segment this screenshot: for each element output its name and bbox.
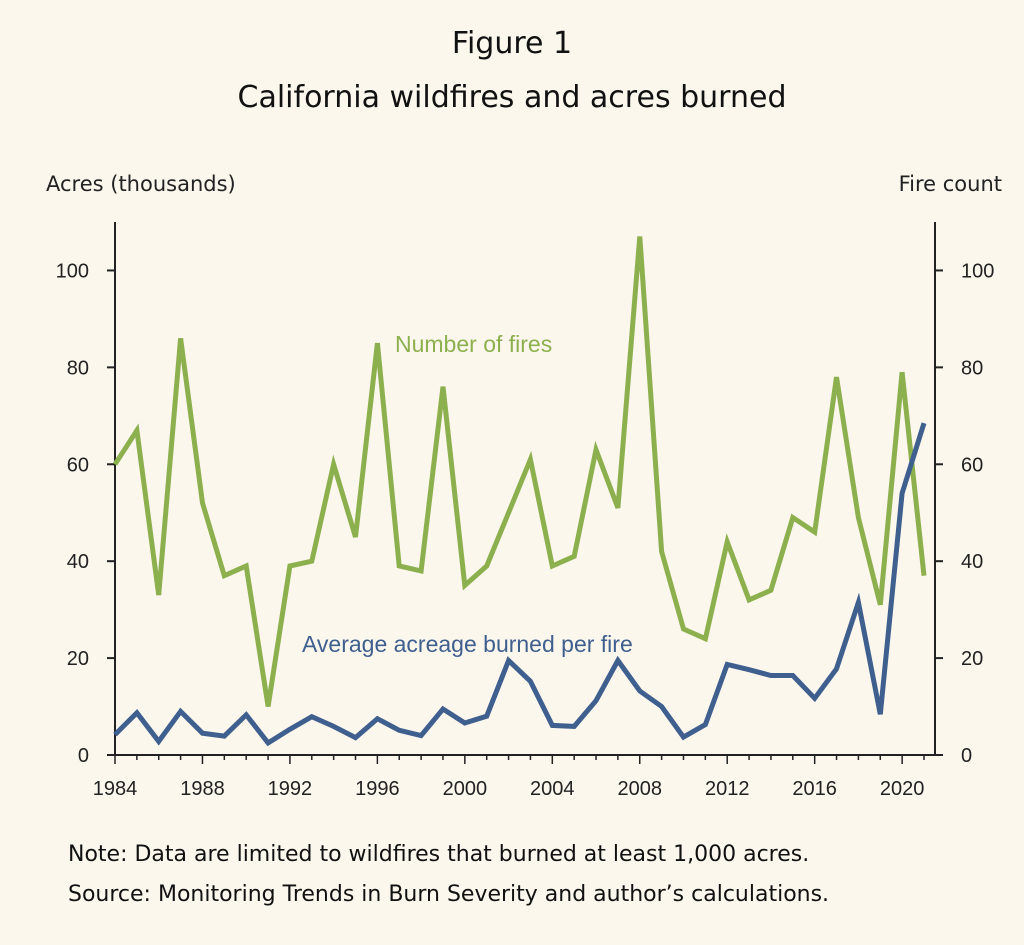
y-tick-label-right: 0: [961, 745, 972, 767]
y-tick-label-right: 20: [961, 648, 983, 670]
source-text: Source: Monitoring Trends in Burn Severi…: [68, 882, 830, 907]
fires-series-label: Number of fires: [395, 331, 552, 357]
y-tick-label-right: 100: [961, 260, 994, 282]
acreage-series-label: Average acreage burned per fire: [302, 631, 633, 657]
x-tick-label: 1988: [180, 778, 225, 800]
y-tick-label-right: 40: [961, 551, 983, 573]
fires-series-line: [112, 236, 927, 707]
chart-title: California wildfires and acres burned: [237, 80, 787, 115]
x-tick-label: 2004: [530, 778, 575, 800]
series-group: [112, 236, 927, 747]
x-tick-label: 1984: [93, 778, 138, 800]
right-axis-title: Fire count: [898, 172, 1002, 196]
left-axis-title: Acres (thousands): [46, 172, 236, 196]
x-tick-label: 2016: [792, 778, 837, 800]
x-tick-label: 2012: [705, 778, 750, 800]
y-tick-label-left: 40: [67, 551, 89, 573]
y-tick-label-left: 20: [67, 648, 89, 670]
x-tick-label: 2000: [443, 778, 488, 800]
y-tick-label-left: 60: [67, 454, 89, 476]
figure-label: Figure 1: [451, 26, 573, 61]
y-tick-label-left: 0: [78, 745, 89, 767]
y-tick-label-left: 80: [67, 357, 89, 379]
x-tick-label: 1992: [268, 778, 313, 800]
series-labels: Number of fires Average acreage burned pe…: [302, 331, 633, 657]
x-tick-label: 2020: [880, 778, 925, 800]
x-tick-label: 1996: [355, 778, 400, 800]
x-tick-label: 2008: [618, 778, 663, 800]
y-tick-label-right: 60: [961, 454, 983, 476]
y-tick-label-right: 80: [961, 357, 983, 379]
note-text: Note: Data are limited to wildfires that…: [68, 842, 810, 867]
acreage-series-line: [113, 422, 927, 747]
y-tick-label-left: 100: [56, 260, 89, 282]
